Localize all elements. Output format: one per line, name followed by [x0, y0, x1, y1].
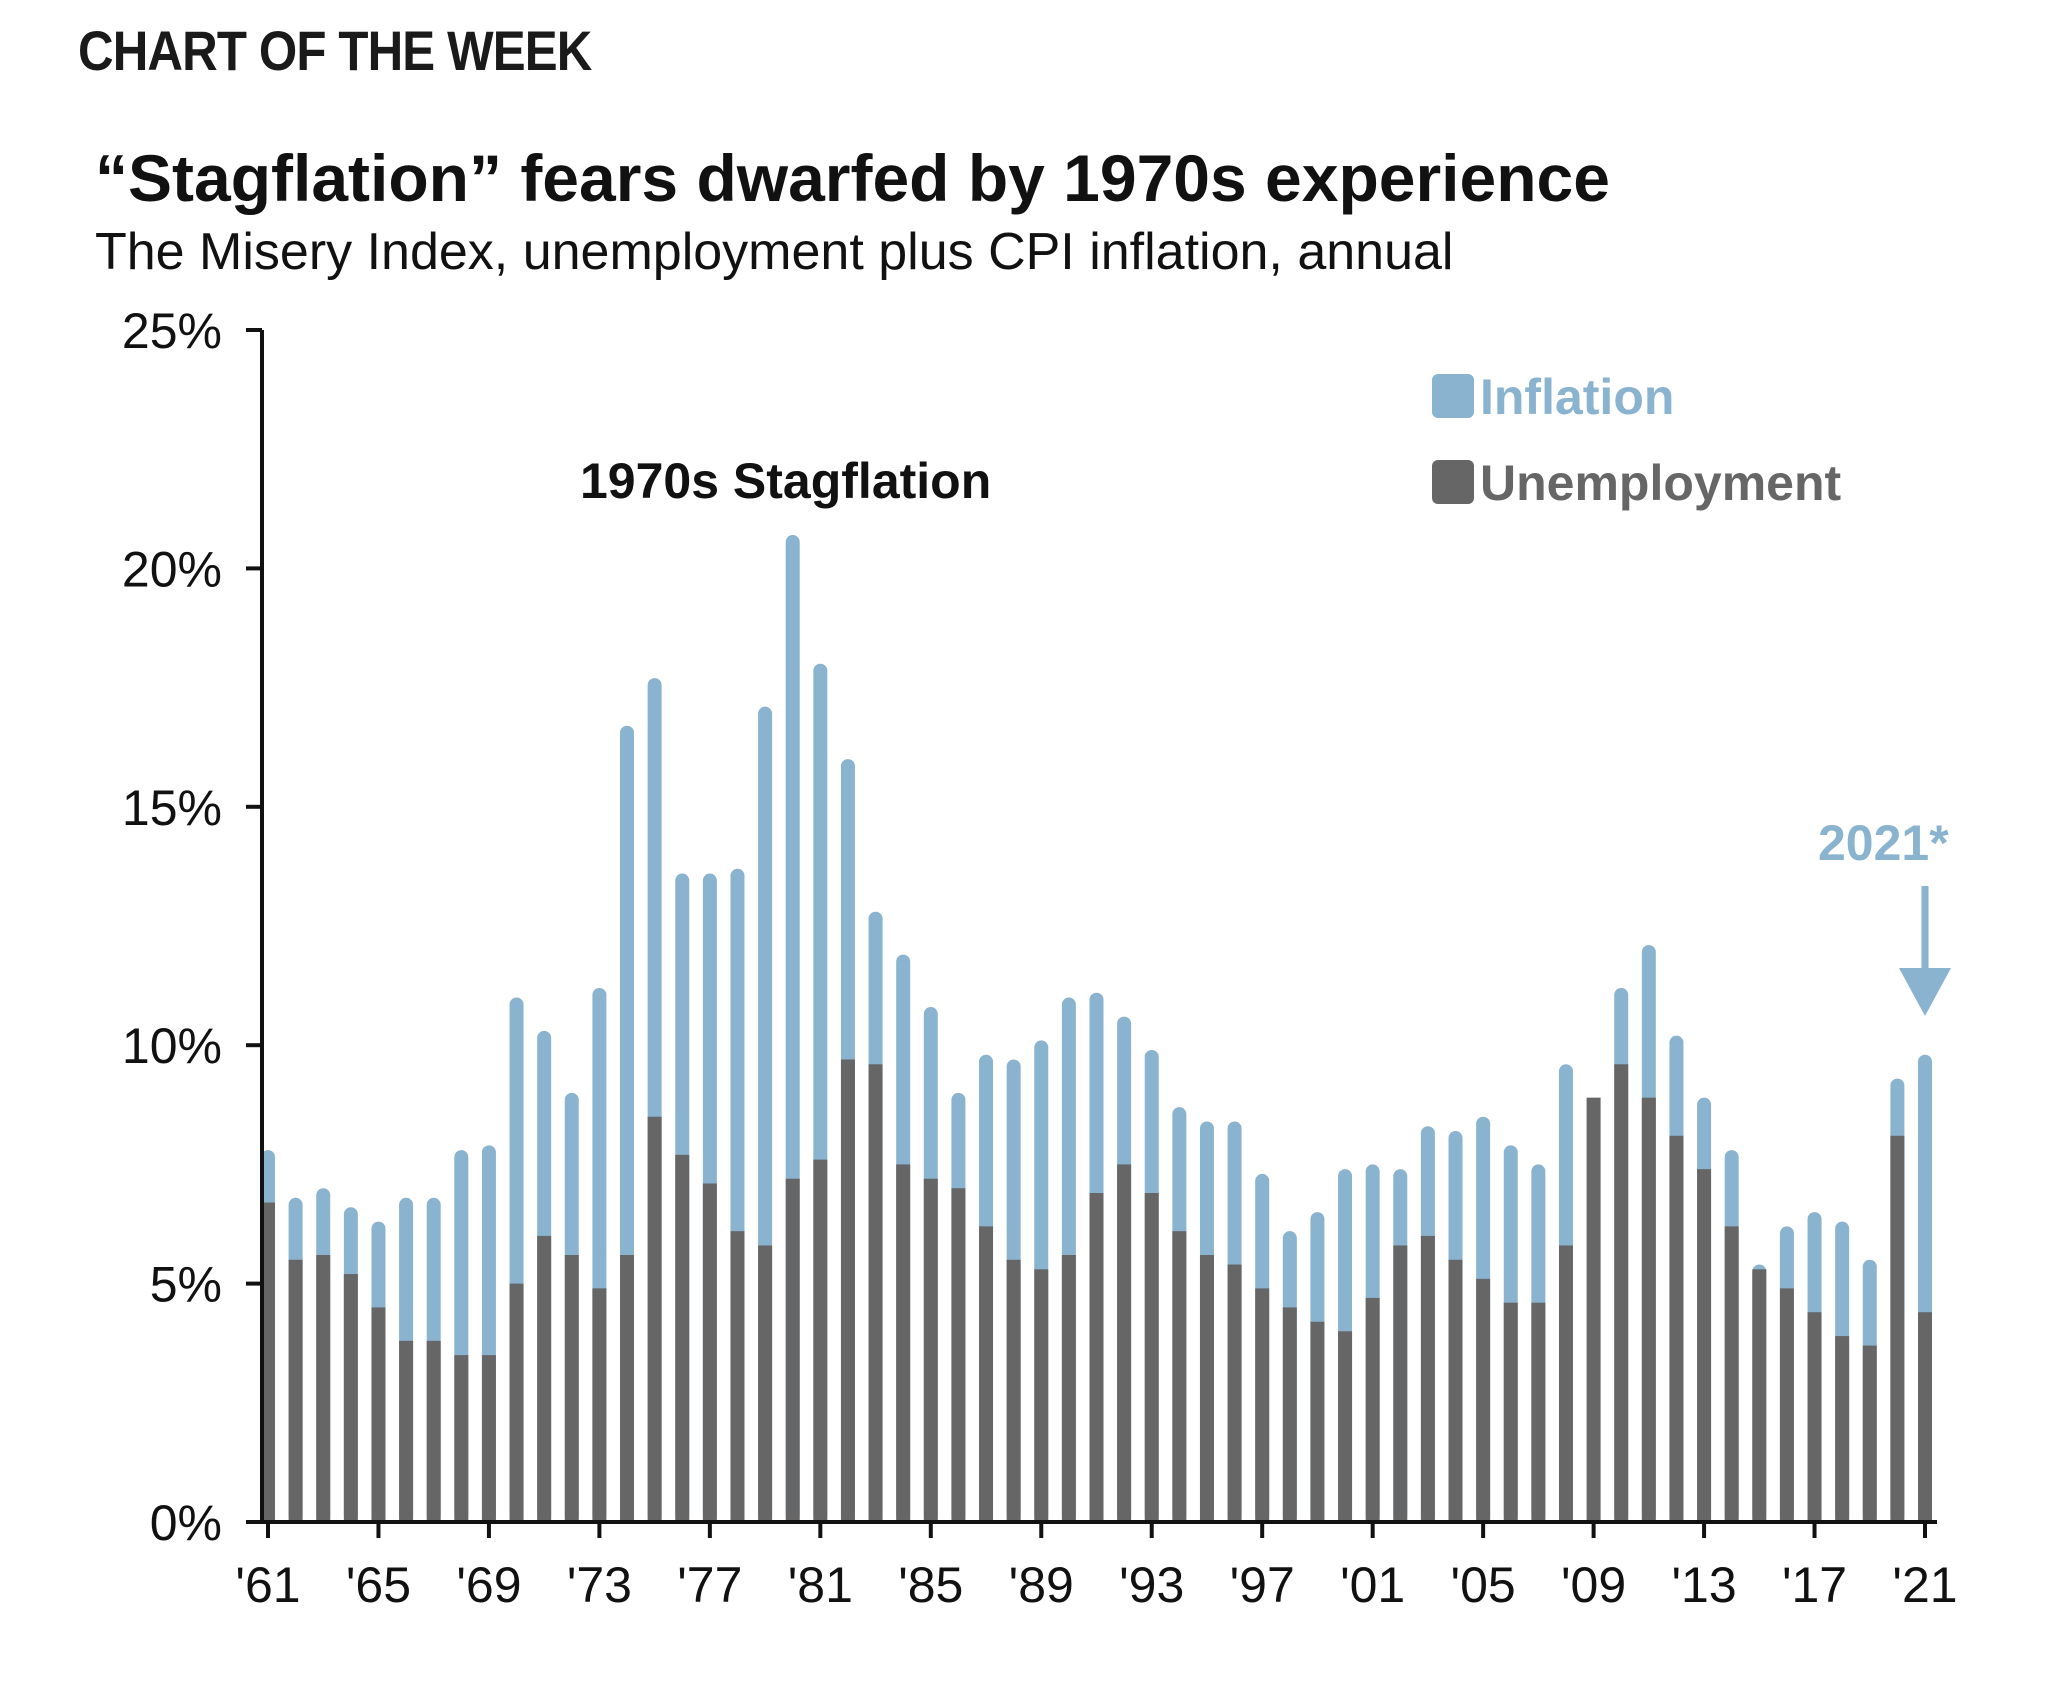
bar-unemployment-2006: [1503, 1302, 1518, 1522]
x-tick-label: '77: [677, 1557, 742, 1613]
legend-label-unemployment: Unemployment: [1480, 455, 1842, 511]
y-tick-label: 20%: [122, 541, 222, 597]
x-tick-label: '01: [1340, 1557, 1405, 1613]
bar-unemployment-1994: [1172, 1231, 1187, 1522]
bar-unemployment-2014: [1724, 1226, 1739, 1522]
bar-unemployment-2003: [1420, 1235, 1435, 1522]
x-tick-label: '73: [567, 1557, 632, 1613]
x-tick-label: '13: [1671, 1557, 1736, 1613]
bar-unemployment-1998: [1282, 1307, 1297, 1522]
legend: Inflation Unemployment: [1432, 369, 1842, 511]
x-tick-label: '89: [1009, 1557, 1074, 1613]
y-axis: 0% 5% 10% 15% 20% 25%: [122, 303, 264, 1551]
bar-unemployment-1991: [1089, 1193, 1104, 1522]
bar-unemployment-1990: [1061, 1254, 1076, 1522]
bar-unemployment-2020: [1890, 1135, 1905, 1522]
x-tick-label: '05: [1451, 1557, 1516, 1613]
bar-unemployment-1985: [923, 1178, 938, 1522]
x-tick-label: '93: [1119, 1557, 1184, 1613]
bar-unemployment-1975: [647, 1116, 662, 1522]
bar-unemployment-2007: [1531, 1302, 1546, 1522]
bar-unemployment-1964: [343, 1274, 358, 1522]
bars-group: [261, 535, 1932, 1522]
bar-unemployment-1984: [896, 1164, 911, 1522]
bar-unemployment-1981: [813, 1159, 828, 1522]
bar-unemployment-2004: [1448, 1259, 1463, 1522]
chart-kicker: CHART OF THE WEEK: [78, 19, 592, 82]
bar-unemployment-1989: [1034, 1269, 1049, 1522]
x-tick-label: '61: [235, 1557, 300, 1613]
x-axis: '61 '65 '69 '73 '77 '81 '85 '89 '93 '97 '01 '05 '09 '…: [235, 1520, 1958, 1613]
bar-unemployment-1977: [702, 1183, 717, 1522]
bar-unemployment-1965: [371, 1307, 386, 1522]
bar-unemployment-1961: [261, 1202, 275, 1522]
chart-title: “Stagflation” fears dwarfed by 1970s exp…: [95, 141, 1610, 215]
bar-unemployment-1972: [564, 1254, 579, 1522]
bar-unemployment-2018: [1835, 1336, 1850, 1522]
bar-unemployment-2011: [1641, 1097, 1656, 1522]
bar-unemployment-2001: [1365, 1297, 1380, 1522]
bar-unemployment-1974: [620, 1254, 635, 1522]
latest-2021-note: 2021*: [1818, 815, 1951, 1016]
bar-unemployment-2012: [1669, 1135, 1684, 1522]
bar-unemployment-1982: [840, 1059, 855, 1522]
bar-unemployment-2005: [1476, 1278, 1491, 1522]
bar-unemployment-1988: [1006, 1259, 1021, 1522]
x-tick-label: '69: [456, 1557, 521, 1613]
bar-unemployment-1995: [1199, 1254, 1214, 1522]
bar-unemployment-1963: [316, 1254, 331, 1522]
legend-swatch-unemployment: [1432, 460, 1474, 504]
stagflation-annotation: 1970s Stagflation: [580, 453, 991, 509]
bar-unemployment-1967: [426, 1340, 441, 1522]
bar-unemployment-2021: [1918, 1312, 1932, 1522]
x-tick-label: '09: [1561, 1557, 1626, 1613]
chart-subtitle: The Misery Index, unemployment plus CPI …: [95, 223, 1454, 281]
bar-unemployment-1983: [868, 1064, 883, 1522]
x-tick-label: '81: [788, 1557, 853, 1613]
bar-unemployment-1966: [399, 1340, 414, 1522]
bar-unemployment-1971: [537, 1235, 552, 1522]
x-tick-label: '97: [1230, 1557, 1295, 1613]
x-tick-label: '85: [898, 1557, 963, 1613]
x-tick-label: '17: [1782, 1557, 1847, 1613]
y-tick-label: 15%: [122, 780, 222, 836]
bar-unemployment-1997: [1255, 1288, 1270, 1522]
bar-unemployment-1978: [730, 1231, 745, 1522]
bar-unemployment-1970: [509, 1283, 524, 1522]
bar-unemployment-1979: [758, 1245, 773, 1522]
bar-unemployment-1973: [592, 1288, 607, 1522]
bar-unemployment-1993: [1144, 1193, 1159, 1522]
y-tick-label: 10%: [122, 1018, 222, 1074]
down-arrow-icon: [1899, 968, 1951, 1016]
x-tick-label: '21: [1892, 1557, 1957, 1613]
bar-unemployment-2010: [1614, 1064, 1629, 1522]
bar-unemployment-1996: [1227, 1264, 1242, 1522]
bar-unemployment-1986: [951, 1188, 966, 1522]
y-tick-label: 0%: [150, 1495, 222, 1551]
x-tick-label: '65: [346, 1557, 411, 1613]
bar-unemployment-1987: [979, 1226, 994, 1522]
legend-swatch-inflation: [1432, 374, 1474, 418]
bar-unemployment-1969: [481, 1355, 496, 1522]
bar-unemployment-2013: [1697, 1169, 1712, 1522]
bar-unemployment-2019: [1862, 1345, 1877, 1522]
bar-unemployment-2008: [1558, 1245, 1573, 1522]
latest-2021-label: 2021*: [1818, 815, 1949, 871]
bar-unemployment-1962: [288, 1259, 303, 1522]
bar-unemployment-1992: [1117, 1164, 1132, 1522]
legend-label-inflation: Inflation: [1480, 369, 1674, 425]
bar-unemployment-2002: [1393, 1245, 1408, 1522]
y-tick-label: 25%: [122, 303, 222, 359]
bar-unemployment-1976: [675, 1154, 690, 1522]
bar-unemployment-2009: [1586, 1097, 1601, 1522]
bar-unemployment-1980: [785, 1178, 800, 1522]
bar-unemployment-2017: [1807, 1312, 1822, 1522]
bar-unemployment-2000: [1338, 1331, 1353, 1522]
bar-unemployment-2016: [1779, 1288, 1794, 1522]
bar-unemployment-1999: [1310, 1321, 1325, 1522]
bar-unemployment-2015: [1752, 1269, 1767, 1522]
y-tick-label: 5%: [150, 1257, 222, 1313]
bar-unemployment-1968: [454, 1355, 469, 1522]
